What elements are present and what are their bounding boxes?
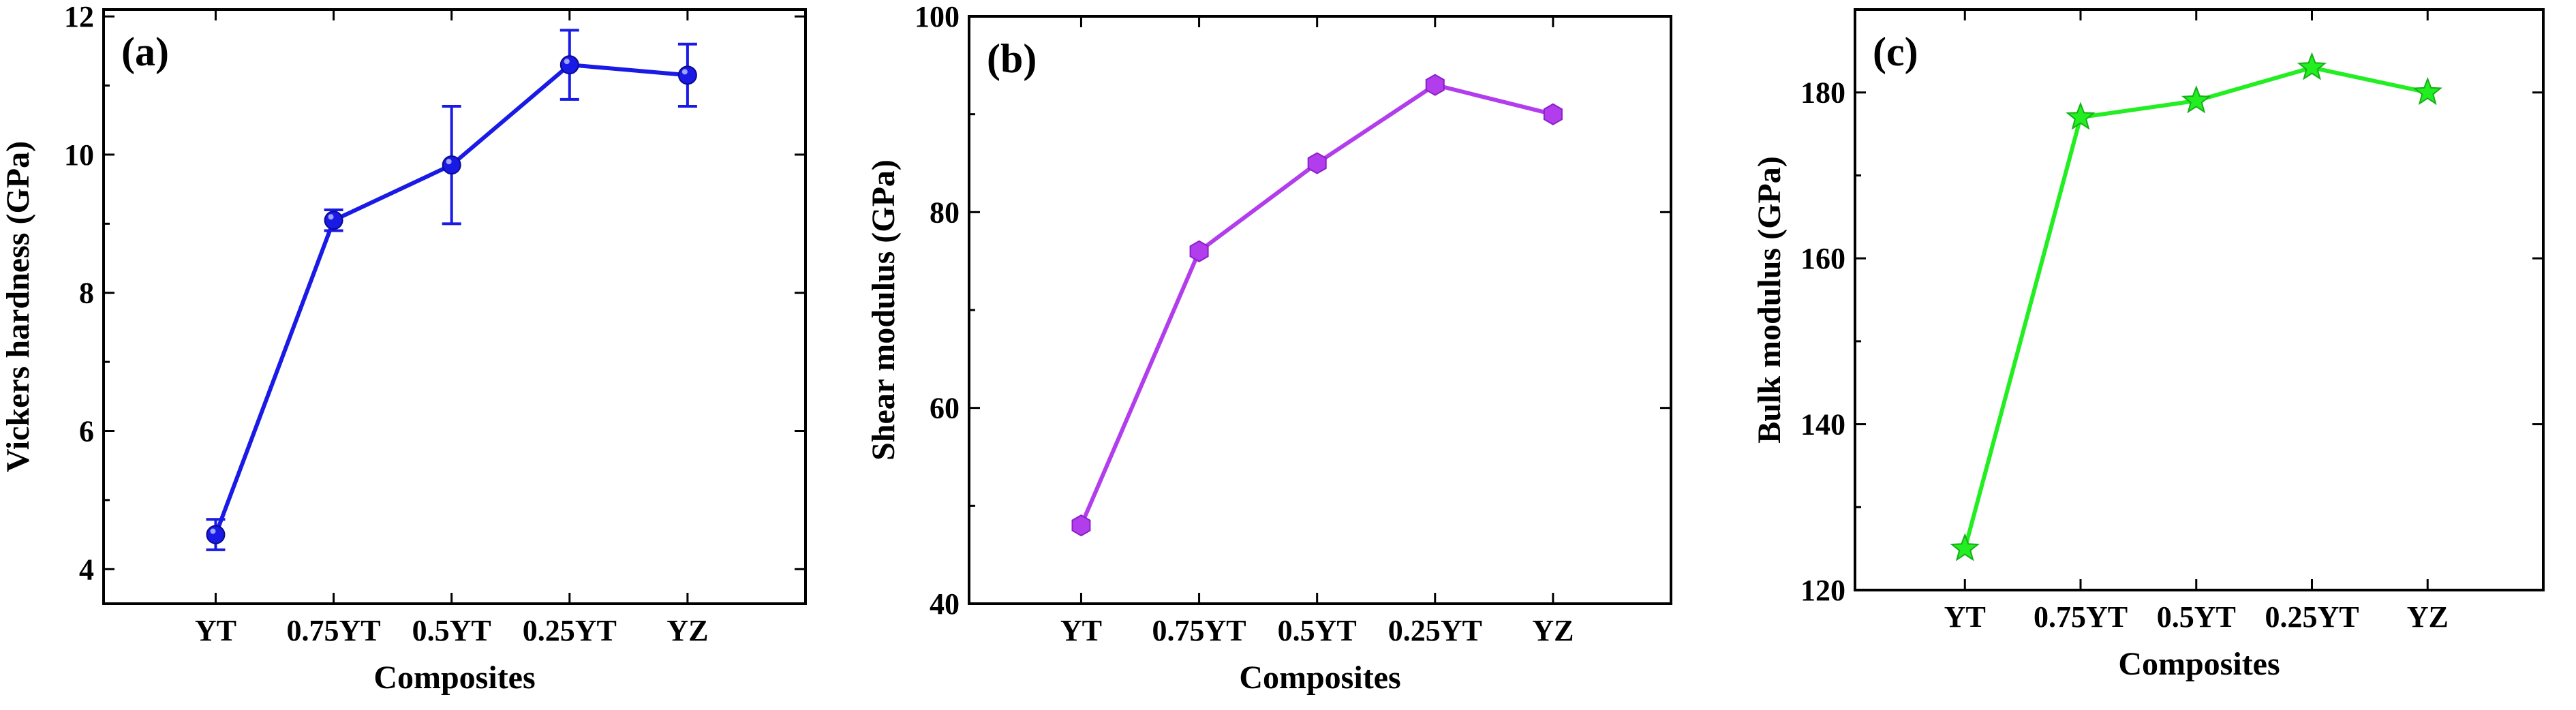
x-tick-label: YT [1944, 600, 1986, 634]
y-tick-label: 40 [930, 587, 960, 621]
x-tick-label: 0.25YT [523, 614, 617, 647]
x-tick-label: 0.75YT [1152, 614, 1246, 647]
x-axis-label: Composites [1239, 660, 1400, 696]
data-point [2297, 52, 2327, 80]
data-point [1189, 240, 1209, 262]
y-tick-label: 6 [79, 415, 94, 448]
x-tick-label: 0.5YT [2157, 600, 2236, 634]
x-tick-label: YT [1060, 614, 1102, 647]
data-point-highlight [681, 69, 688, 75]
x-tick-label: 0.75YT [287, 614, 381, 647]
y-axis-label: Shear modulus (GPa) [865, 159, 902, 461]
panel-label: (a) [121, 29, 169, 74]
x-tick-label: YZ [666, 614, 708, 647]
data-point [2412, 76, 2442, 106]
data-point [559, 55, 579, 75]
y-tick-label: 80 [930, 196, 960, 229]
x-tick-label: YZ [1532, 614, 1574, 647]
y-tick-label: 180 [1800, 76, 1845, 110]
y-tick-label: 10 [64, 138, 94, 172]
data-point-highlight [210, 528, 216, 534]
panel-label: (c) [1873, 29, 1918, 74]
y-tick-label: 140 [1800, 408, 1845, 442]
panel-label: (b) [987, 36, 1037, 81]
x-tick-label: 0.25YT [2265, 600, 2359, 634]
data-point [1425, 74, 1445, 96]
data-point-highlight [446, 159, 452, 165]
data-point [1543, 103, 1563, 125]
data-point [1071, 514, 1091, 537]
y-tick-label: 120 [1800, 574, 1845, 607]
data-point-highlight [328, 214, 334, 220]
x-tick-label: YZ [2407, 600, 2449, 634]
y-tick-label: 4 [79, 553, 94, 586]
chart-panel-b: 40 60 80 100 YT 0.75YT 0.5YT 0.25YT YZ Composites… [865, 0, 1672, 696]
plot-frame [102, 8, 807, 605]
plot-frame [968, 15, 1672, 605]
data-point [442, 155, 461, 175]
y-axis-label: Bulk modulus (GPa) [1751, 156, 1788, 443]
data-point [677, 65, 697, 85]
series-line [1079, 82, 1554, 527]
y-tick-label: 12 [64, 0, 94, 33]
y-tick-label: 160 [1800, 242, 1845, 275]
y-tick-label: 60 [930, 392, 960, 425]
y-tick-label: 8 [79, 277, 94, 310]
data-point [2181, 85, 2211, 114]
chart-panel-a: 4 6 8 10 12 YT 0.75YT 0.5YT 0.25YT YZ Composites Vi… [0, 0, 807, 696]
x-axis-label: Composites [373, 660, 535, 696]
x-axis-label: Composites [2118, 646, 2280, 682]
data-point [206, 525, 226, 544]
x-tick-label: 0.5YT [1278, 614, 1357, 647]
y-tick-label: 100 [915, 0, 960, 33]
chart-panel-c: 120 140 160 180 YT 0.75YT 0.5YT 0.25YT YZ Composi… [1751, 8, 2545, 682]
data-point [2066, 102, 2096, 130]
data-point [1950, 533, 1980, 561]
y-axis-label: Vickers hardness (GPa) [0, 141, 36, 472]
data-point [1307, 152, 1327, 174]
series-line [1963, 65, 2428, 549]
plot-frame [1854, 8, 2545, 591]
data-point-highlight [564, 59, 570, 65]
x-tick-label: 0.25YT [1388, 614, 1482, 647]
x-tick-label: 0.5YT [412, 614, 491, 647]
x-tick-label: 0.75YT [2034, 600, 2128, 634]
x-tick-label: YT [195, 614, 236, 647]
data-point [324, 211, 343, 230]
